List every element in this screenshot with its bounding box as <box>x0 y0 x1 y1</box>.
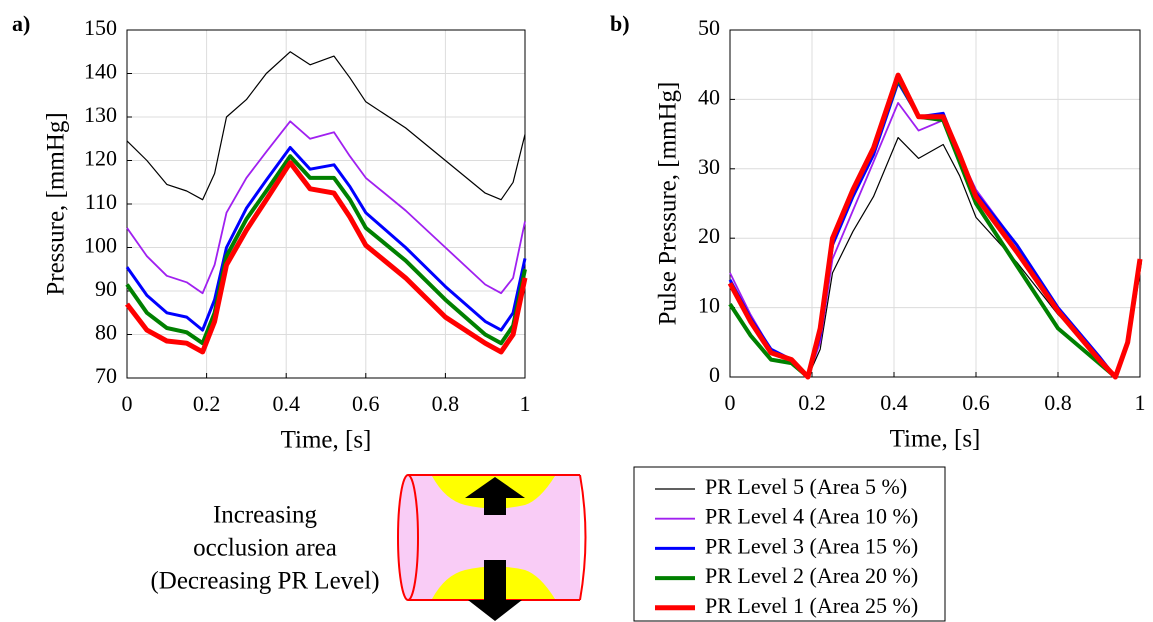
plot-frame <box>729 29 1141 378</box>
legend-label: PR Level 3 (Area 15 %) <box>705 533 918 558</box>
data-line <box>727 72 1143 380</box>
vessel-end <box>579 474 587 601</box>
x-tick-label: 0.4 <box>880 390 908 415</box>
x-tick-label: 0.8 <box>432 391 460 416</box>
y-tick-label: 150 <box>84 15 117 40</box>
legend-label: PR Level 5 (Area 5 %) <box>705 474 907 499</box>
data-line <box>125 160 528 355</box>
vessel-end <box>397 474 419 601</box>
data-line <box>729 137 1141 378</box>
x-tick-label: 1 <box>1135 390 1146 415</box>
illustration-text: Increasing <box>213 502 318 529</box>
legend-label: PR Level 1 (Area 25 %) <box>705 593 918 618</box>
arrow-up <box>465 477 525 515</box>
x-tick-label: 1 <box>520 391 531 416</box>
y-tick-label: 100 <box>84 233 117 258</box>
x-tick-label: 0.2 <box>193 391 221 416</box>
data-line <box>125 146 527 332</box>
y-tick-label: 140 <box>84 59 117 84</box>
y-tick-label: 20 <box>698 223 720 248</box>
y-axis-label: Pulse Pressure, [mmHg] <box>655 82 682 326</box>
x-tick-label: 0 <box>122 391 133 416</box>
arrow-down <box>468 560 522 621</box>
data-line <box>126 51 526 201</box>
occlusion-illustration: Increasing occlusion area (Decreasing PR… <box>150 474 587 621</box>
y-tick-label: 130 <box>84 102 117 127</box>
y-tick-label: 40 <box>698 84 720 109</box>
x-axis-label: Time, [s] <box>890 426 981 453</box>
x-tick-label: 0 <box>725 390 736 415</box>
y-tick-label: 10 <box>698 293 720 318</box>
x-tick-label: 0.4 <box>272 391 300 416</box>
panel-label: b) <box>610 11 630 36</box>
y-axis-label: Pressure, [mmHg] <box>43 112 70 295</box>
y-tick-label: 110 <box>85 189 117 214</box>
legend-label: PR Level 2 (Area 20 %) <box>705 563 918 588</box>
data-line <box>126 120 526 295</box>
illustration-text: (Decreasing PR Level) <box>150 568 379 595</box>
legend-box <box>633 466 946 622</box>
legend-label: PR Level 4 (Area 10 %) <box>705 504 918 529</box>
y-tick-label: 50 <box>698 15 720 40</box>
y-tick-label: 80 <box>95 320 117 345</box>
y-tick-label: 30 <box>698 154 720 179</box>
x-tick-label: 0.6 <box>962 390 990 415</box>
data-line <box>125 154 527 346</box>
plot-frame <box>126 29 526 379</box>
y-tick-label: 120 <box>84 146 117 171</box>
y-tick-label: 70 <box>95 363 117 388</box>
y-tick-label: 0 <box>709 362 720 387</box>
panel-label: a) <box>12 11 30 36</box>
illustration-text: occlusion area <box>193 535 337 562</box>
x-tick-label: 0.2 <box>798 390 826 415</box>
x-tick-label: 0.6 <box>352 391 380 416</box>
x-axis-label: Time, [s] <box>281 427 372 454</box>
y-tick-label: 90 <box>95 276 117 301</box>
x-tick-label: 0.8 <box>1044 390 1072 415</box>
